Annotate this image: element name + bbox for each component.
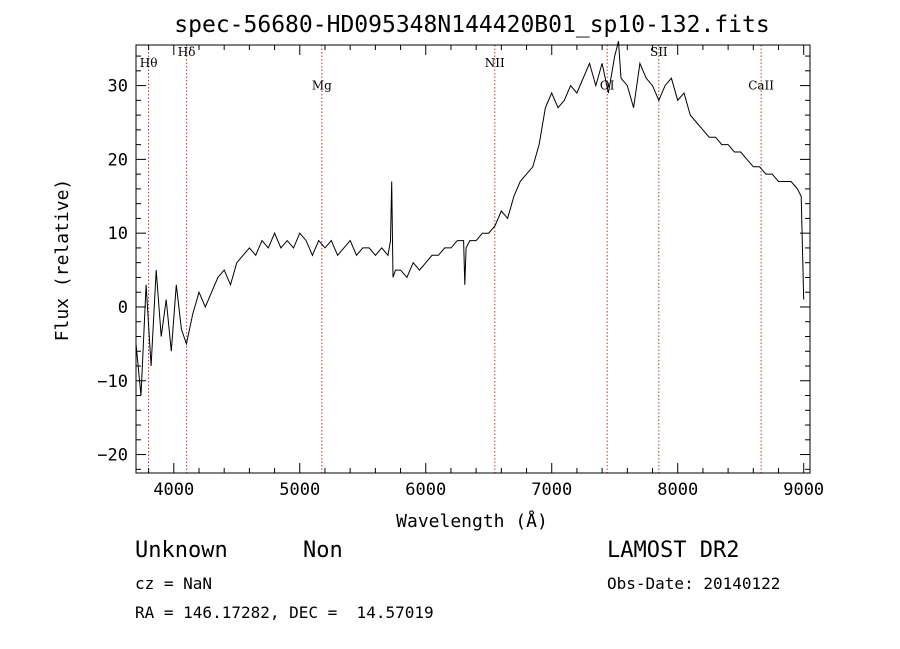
spectral-line-label: Mg xyxy=(312,78,332,92)
spectral-line-label: OI xyxy=(600,78,615,92)
obs-date: Obs-Date: 20140122 xyxy=(607,574,781,593)
spectral-line-label: NII xyxy=(485,56,505,70)
x-tick-label: 5000 xyxy=(279,480,320,500)
spectrum-line xyxy=(135,41,805,396)
object-subclass: Non xyxy=(303,538,343,563)
spectral-line-label: SII xyxy=(650,45,668,59)
chart-title: spec-56680-HD095348N144420B01_sp10-132.f… xyxy=(174,12,769,38)
plot-frame xyxy=(135,44,811,474)
y-axis-label: Flux (relative) xyxy=(52,179,73,342)
redshift-text: cz = NaN xyxy=(135,574,213,593)
coordinates-text: RA = 146.17282, DEC = 14.57019 xyxy=(135,603,434,622)
x-tick-label: 8000 xyxy=(657,480,698,500)
y-tick-label: 20 xyxy=(108,150,128,170)
y-tick-label: 0 xyxy=(118,298,128,318)
y-tick-label: 30 xyxy=(108,77,128,97)
x-tick-label: 9000 xyxy=(783,480,824,500)
x-tick-label: 4000 xyxy=(153,480,194,500)
spectral-line-label: Hδ xyxy=(178,45,196,59)
object-class: Unknown xyxy=(135,538,228,563)
y-tick-label: 10 xyxy=(108,224,128,244)
spectral-line-label: Hθ xyxy=(140,56,158,70)
y-tick-label: −20 xyxy=(97,446,128,466)
y-tick-label: −10 xyxy=(97,372,128,392)
plot-area: Hθ Hδ Mg NII OI SII CaII 4000 5000 6000 7000 8000 90… xyxy=(97,41,824,500)
x-axis-label: Wavelength (Å) xyxy=(396,510,548,532)
survey-name: LAMOST DR2 xyxy=(607,538,740,563)
x-tick-label: 6000 xyxy=(405,480,446,500)
x-tick-label: 7000 xyxy=(531,480,572,500)
spectral-line-label: CaII xyxy=(748,78,774,92)
